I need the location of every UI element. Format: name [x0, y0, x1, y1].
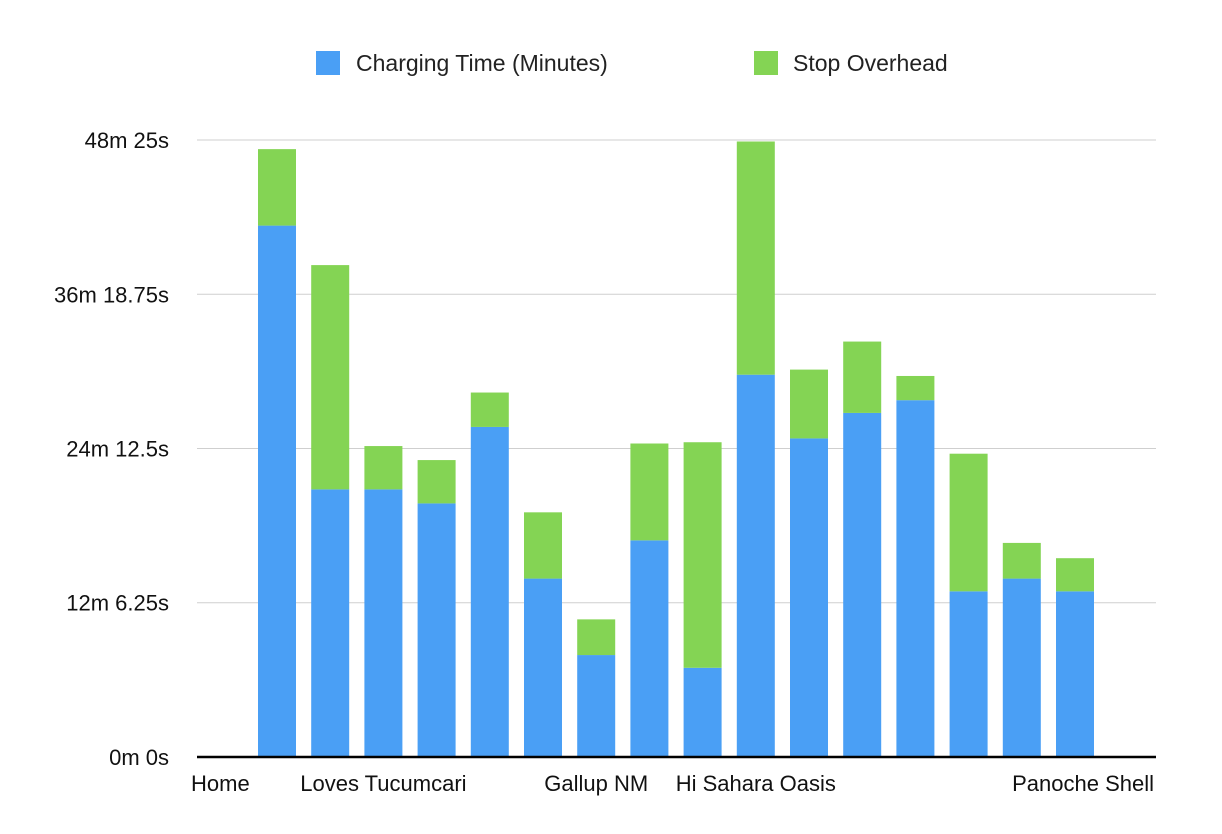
bar-8-series-0 — [683, 667, 722, 757]
x-category-label-13: Panoche Shell — [1012, 771, 1154, 796]
bar-13-series-1 — [949, 453, 988, 592]
legend-label-0: Charging Time (Minutes) — [356, 50, 608, 76]
bar-3-series-0 — [417, 503, 456, 757]
bar-5-series-0 — [524, 578, 562, 757]
bar-0-series-1 — [258, 149, 296, 226]
legend-swatch-0 — [316, 51, 340, 75]
bar-7-series-0 — [630, 540, 669, 757]
legend-label-1: Stop Overhead — [793, 50, 948, 76]
bar-8-series-1 — [683, 442, 722, 668]
bar-7-series-1 — [630, 443, 669, 541]
x-category-label-6: Gallup NM — [544, 771, 648, 796]
legend-swatch-1 — [754, 51, 778, 75]
x-category-label-2: Loves Tucumcari — [300, 771, 466, 796]
x-axis-category-labels: Home Loves Tucumcari Gallup NM Hi Sahara Oa… — [191, 771, 1154, 796]
bar-11-series-1 — [843, 341, 882, 413]
bars — [258, 141, 1094, 758]
bar-10-series-0 — [790, 438, 828, 757]
bar-2-series-0 — [364, 489, 403, 757]
bar-14-series-0 — [1002, 578, 1041, 757]
bar-11-series-0 — [843, 412, 882, 757]
gridlines — [197, 139, 1156, 604]
bar-9-series-0 — [736, 374, 775, 757]
bar-5-series-1 — [524, 512, 562, 579]
bar-1-series-1 — [311, 265, 350, 490]
x-category-label-0: Home — [191, 771, 250, 796]
y-tick-label-3: 36m 18.75s — [54, 282, 169, 307]
bar-3-series-1 — [417, 460, 456, 504]
bar-1-series-0 — [311, 489, 350, 757]
x-category-label-9: Hi Sahara Oasis — [676, 771, 836, 796]
bar-4-series-1 — [470, 392, 509, 427]
bar-14-series-1 — [1002, 542, 1041, 579]
y-tick-label-1: 12m 6.25s — [66, 591, 169, 616]
bar-2-series-1 — [364, 446, 403, 490]
y-tick-label-2: 24m 12.5s — [66, 437, 169, 462]
bar-15-series-1 — [1056, 558, 1094, 592]
y-axis-tick-labels: 0m 0s 12m 6.25s 24m 12.5s 36m 18.75s 48m 25s — [54, 128, 169, 770]
bar-10-series-1 — [790, 369, 828, 439]
y-tick-label-4: 48m 25s — [85, 128, 169, 153]
bar-15-series-0 — [1056, 591, 1094, 757]
bar-0-series-0 — [258, 225, 296, 758]
y-tick-label-0: 0m 0s — [109, 745, 169, 770]
bar-6-series-0 — [577, 655, 616, 757]
bar-9-series-1 — [736, 141, 775, 375]
bar-4-series-0 — [470, 426, 509, 757]
bar-12-series-0 — [896, 400, 935, 757]
legend: Charging Time (Minutes) Stop Overhead — [316, 50, 948, 76]
bar-6-series-1 — [577, 619, 616, 656]
bar-13-series-0 — [949, 591, 988, 757]
bar-12-series-1 — [896, 375, 935, 401]
